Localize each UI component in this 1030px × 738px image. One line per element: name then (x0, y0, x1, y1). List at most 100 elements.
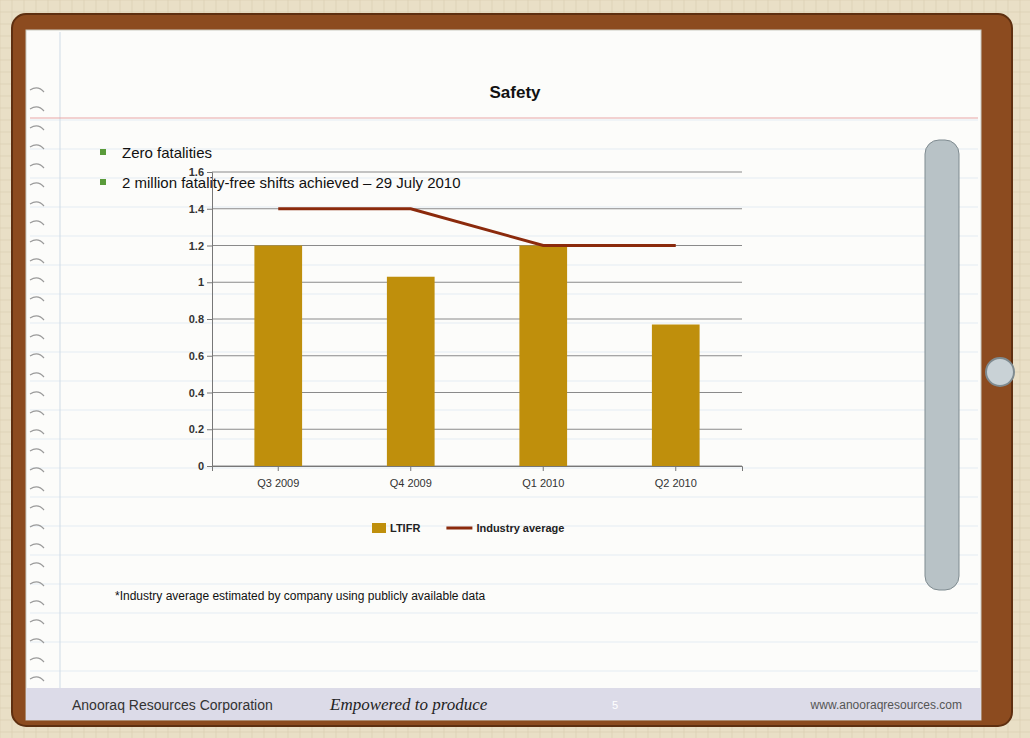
y-tick: 1 (198, 276, 212, 288)
spiral (30, 468, 44, 472)
x-tick-label: Q4 2009 (390, 477, 432, 489)
spiral (30, 677, 44, 681)
y-tick-label: 1 (198, 276, 204, 288)
legend-label: LTIFR (390, 522, 420, 534)
y-tick-mark (207, 466, 212, 467)
y-tick-mark (207, 282, 212, 283)
bullet-text: Zero fatalities (122, 144, 212, 161)
spiral (30, 354, 44, 358)
y-tick: 0 (198, 460, 212, 472)
spiral (30, 297, 44, 301)
spiral (30, 126, 44, 130)
x-tick: Q2 2010 (655, 466, 697, 489)
y-tick-label: 1.2 (189, 240, 204, 252)
x-tick-label: Q1 2010 (522, 477, 564, 489)
spiral (30, 221, 44, 225)
y-axis-line (207, 173, 213, 467)
legend-swatch (446, 527, 472, 530)
paper-line (30, 497, 978, 498)
y-tick-label: 0.2 (189, 423, 204, 435)
spiral (30, 145, 44, 149)
clip-ring (986, 358, 1014, 386)
paper-line (30, 294, 978, 295)
paper-line (30, 613, 978, 614)
y-tick: 1.6 (189, 166, 212, 178)
paper-line (30, 584, 978, 585)
x-tick: Q1 2010 (522, 466, 564, 489)
title-rule (30, 117, 978, 118)
spiral (30, 658, 44, 662)
bullet (100, 179, 106, 185)
spiral (30, 563, 44, 567)
clipboard (12, 14, 1012, 726)
bar (254, 246, 302, 467)
y-tick-label: 0.6 (189, 350, 204, 362)
canvas (0, 0, 1030, 738)
x-axis: Q3 2009 Q4 2009 Q1 2010 Q2 2010 (213, 466, 743, 489)
y-tick-label: 0 (198, 460, 204, 472)
y-tick-mark (207, 356, 212, 357)
bg-grid (0, 0, 1030, 1)
footer-bar (26, 688, 981, 720)
x-tick-label: Q3 2009 (257, 477, 299, 489)
y-tick-mark (207, 246, 212, 247)
paper-line (30, 439, 978, 440)
bg-grid (0, 120, 1030, 121)
spiral (30, 487, 44, 491)
y-tick: 0.2 (189, 423, 212, 435)
bg-grid (0, 12, 1030, 13)
footer-page: 5 (612, 699, 618, 711)
spiral (30, 601, 44, 605)
paper-line (30, 642, 978, 643)
x-tick-mark (278, 466, 279, 471)
x-tick-mark (675, 466, 676, 471)
paper-line (30, 120, 978, 121)
grid (212, 172, 742, 466)
spiral (30, 88, 44, 92)
bg-grid (60, 0, 61, 738)
paper-line (30, 352, 978, 353)
legend: LTIFR Industry average (372, 522, 564, 534)
y-tick-label: 0.8 (189, 313, 204, 325)
y-tick-mark (207, 319, 212, 320)
title: Safety (489, 83, 541, 102)
spiral (30, 183, 44, 187)
spiral (30, 107, 44, 111)
paper-line (30, 555, 978, 556)
spiral (30, 373, 44, 377)
y-tick-label: 0.4 (189, 387, 205, 399)
paper-line (30, 265, 978, 266)
footer-tagline: Empowered to produce (329, 695, 488, 714)
bg-grid (0, 468, 1030, 469)
clip-metal (925, 140, 959, 590)
y-tick: 1.4 (189, 203, 212, 215)
bg-grid (0, 732, 1030, 733)
footer-url: www.anooraqresources.com (810, 698, 962, 712)
paper-line (30, 323, 978, 324)
x-tick: Q3 2009 (257, 466, 299, 489)
paper-line (30, 410, 978, 411)
slide: SafetyZero fatalities2 million fatality-… (0, 0, 1030, 738)
x-tick: Q4 2009 (390, 466, 432, 489)
y-axis: 0 0.2 0.4 0.6 0.8 1 1.2 1.4 1.6 (189, 166, 213, 472)
x-axis-line (213, 467, 743, 472)
legend-label: Industry average (476, 522, 564, 534)
y-tick: 0.6 (189, 350, 212, 362)
spiral (30, 544, 44, 548)
footer-company: Anooraq Resources Corporation (72, 697, 273, 713)
legend-swatch (372, 523, 386, 533)
y-tick-mark (207, 429, 212, 430)
background (0, 0, 1030, 738)
paper-line (30, 207, 978, 208)
spiral (30, 582, 44, 586)
bar (652, 325, 700, 466)
spiral (30, 411, 44, 415)
spiral (30, 335, 44, 339)
y-tick-label: 1.4 (189, 203, 205, 215)
spiral (30, 430, 44, 434)
spiral (30, 240, 44, 244)
spiral (30, 202, 44, 206)
x-tick-label: Q2 2010 (655, 477, 697, 489)
y-tick: 0.8 (189, 313, 212, 325)
line (278, 209, 676, 246)
